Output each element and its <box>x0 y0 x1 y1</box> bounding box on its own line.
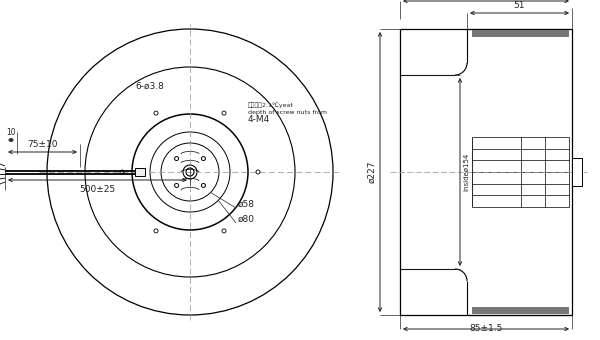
Bar <box>472 30 569 37</box>
Text: ø58: ø58 <box>238 200 255 209</box>
Bar <box>472 307 569 314</box>
Text: 4-M4: 4-M4 <box>248 115 270 124</box>
Text: 机壳外表2.1℃yeat: 机壳外表2.1℃yeat <box>248 102 294 108</box>
Text: 85±1.5: 85±1.5 <box>469 324 503 333</box>
Text: 6-ø3.8: 6-ø3.8 <box>135 82 164 91</box>
Bar <box>572 158 582 186</box>
Text: ø80: ø80 <box>238 215 255 224</box>
Text: 51: 51 <box>514 1 525 10</box>
Bar <box>135 168 145 176</box>
Text: 10: 10 <box>6 128 16 137</box>
Text: ø227: ø227 <box>367 161 376 183</box>
Text: depth of screw nuts from: depth of screw nuts from <box>248 110 327 115</box>
Text: 75±10: 75±10 <box>27 140 58 149</box>
Text: 500±25: 500±25 <box>79 185 116 194</box>
Text: insideø154: insideø154 <box>463 153 469 191</box>
